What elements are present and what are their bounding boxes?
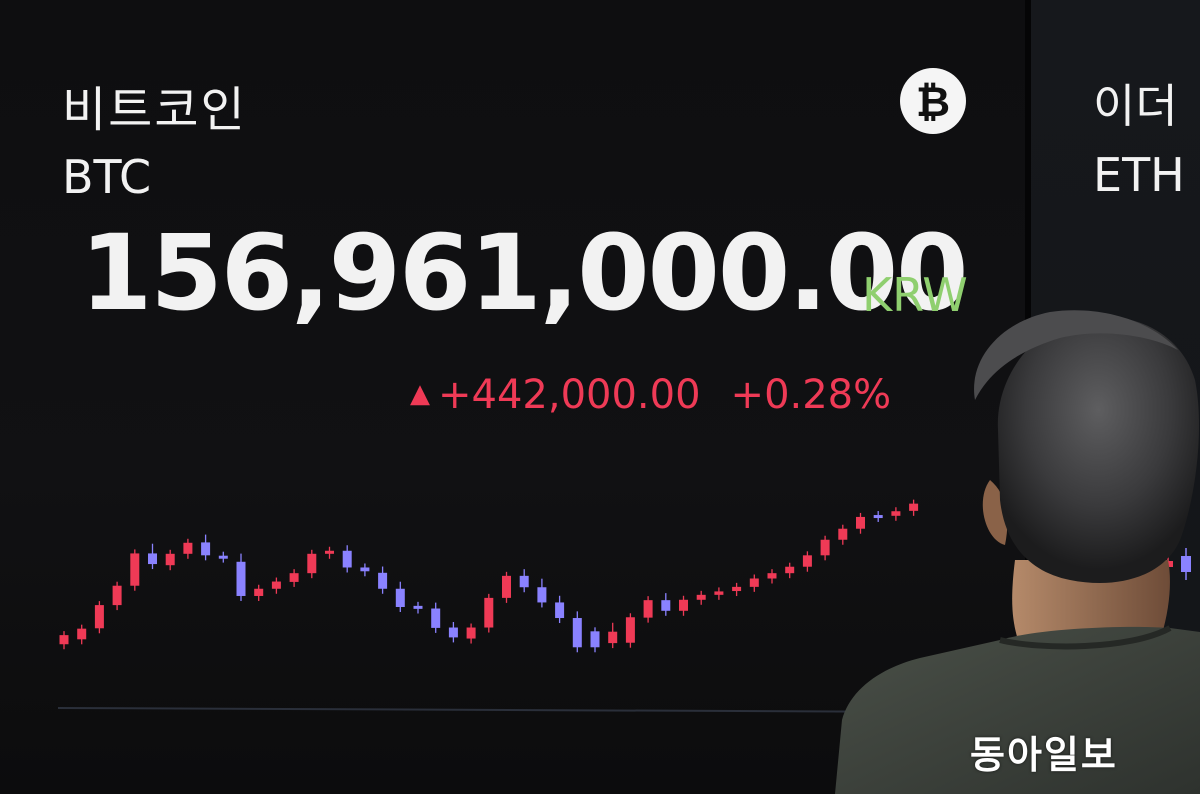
- watermark: 동아일보: [970, 733, 1118, 777]
- candle-body: [148, 553, 157, 565]
- candle-body: [608, 631, 618, 644]
- candle-body: [395, 588, 405, 607]
- candle-body: [236, 561, 246, 596]
- candle-body: [502, 575, 511, 598]
- candle-body: [112, 585, 122, 606]
- candle-body: [643, 600, 653, 618]
- candle-body: [714, 591, 724, 595]
- candle-body: [767, 573, 777, 579]
- candle-body: [342, 550, 352, 568]
- candle-body: [289, 573, 299, 582]
- candle-body: [77, 628, 87, 640]
- change-value: +442,000.00: [438, 372, 701, 418]
- candle-body: [165, 553, 175, 566]
- side-coin-name: 이더: [1093, 79, 1178, 133]
- candle-body: [413, 605, 423, 609]
- candle-body: [785, 566, 795, 574]
- candle-body: [183, 542, 193, 554]
- coin-name: 비트코인: [62, 82, 247, 138]
- candle-body: [94, 605, 104, 629]
- candle-body: [218, 555, 228, 559]
- ticker-screen-main: [0, 0, 1025, 794]
- candle-body: [891, 511, 901, 516]
- side-coin-symbol: ETH: [1093, 148, 1185, 202]
- candle-body: [749, 578, 759, 587]
- up-arrow-icon: ▲: [410, 379, 430, 409]
- candle-body: [466, 627, 476, 639]
- candle-body: [661, 600, 671, 611]
- candle-body: [572, 618, 582, 648]
- candle-body: [271, 581, 281, 589]
- chart-baseline: [57, 707, 961, 713]
- candle-body: [909, 503, 919, 511]
- candle-body: [625, 617, 635, 643]
- candle-body: [484, 597, 494, 628]
- candle-body: [360, 567, 370, 572]
- candle-body: [325, 550, 334, 554]
- candle-body: [537, 587, 547, 603]
- candle-body: [555, 602, 565, 619]
- candle-body: [856, 516, 865, 529]
- candle-body: [802, 555, 812, 567]
- candle-body: [307, 553, 317, 574]
- candle-body: [59, 635, 69, 645]
- change-percent: +0.28%: [730, 372, 892, 418]
- price-currency: KRW: [862, 268, 968, 322]
- candle-body: [590, 631, 600, 648]
- coin-price: 156,961,000.00: [80, 212, 969, 334]
- candle-body: [448, 627, 458, 638]
- candle-body: [431, 608, 441, 628]
- candle-body: [378, 572, 388, 589]
- candle-body: [130, 553, 140, 586]
- candle-body: [696, 594, 706, 600]
- candle-body: [820, 539, 830, 556]
- candle-body: [254, 588, 264, 596]
- price-change: ▲ +442,000.00 +0.28%: [410, 372, 891, 418]
- coin-symbol: BTC: [62, 150, 152, 204]
- candle-body: [873, 515, 883, 519]
- candle-body: [519, 575, 529, 588]
- candle-body: [838, 528, 848, 540]
- candle-body: [679, 599, 688, 611]
- candle-body: [732, 586, 742, 592]
- candle-body: [201, 542, 211, 556]
- bitcoin-icon: ₿: [900, 68, 966, 134]
